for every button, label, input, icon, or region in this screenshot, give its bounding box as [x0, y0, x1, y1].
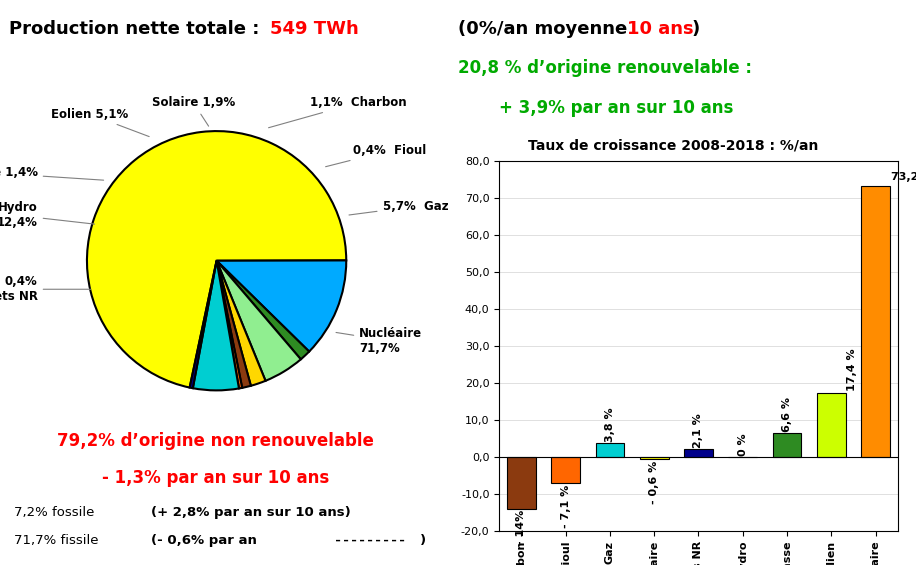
Text: 1,1%  Charbon: 1,1% Charbon [268, 96, 407, 128]
Text: 10 ans: 10 ans [627, 20, 694, 38]
Text: (- 0,6% par an: (- 0,6% par an [151, 534, 257, 547]
Wedge shape [193, 260, 239, 390]
Text: 73,2 %: 73,2 % [891, 172, 916, 182]
Text: Hydro
12,4%: Hydro 12,4% [0, 201, 94, 229]
Bar [861, 186, 890, 457]
Text: (+ 2,8% par an sur 10 ans): (+ 2,8% par an sur 10 ans) [151, 506, 351, 519]
Text: 7,2% fossile: 7,2% fossile [14, 506, 94, 519]
Text: 2,1 %: 2,1 % [693, 414, 703, 448]
Wedge shape [87, 131, 346, 388]
Text: 0,4%  Fioul: 0,4% Fioul [325, 144, 426, 167]
Text: - 0,6 %: - 0,6 % [649, 460, 660, 503]
Bar [772, 433, 802, 457]
Bar [684, 449, 713, 457]
Bar [507, 457, 536, 509]
Wedge shape [216, 260, 300, 381]
Text: 17,4 %: 17,4 % [846, 348, 856, 391]
Bar [817, 393, 845, 457]
Text: ---------: --------- [334, 534, 407, 547]
Bar [551, 457, 580, 484]
Text: ): ) [420, 534, 426, 547]
Text: 0,4%
Déchets NR: 0,4% Déchets NR [0, 275, 91, 303]
Text: (0%/an moyenne: (0%/an moyenne [458, 20, 634, 38]
Text: 71,7% fissile: 71,7% fissile [14, 534, 98, 547]
Text: - 1,3% par an sur 10 ans: - 1,3% par an sur 10 ans [102, 469, 329, 487]
Text: Taux de croissance 2008-2018 : %/an: Taux de croissance 2008-2018 : %/an [528, 138, 819, 153]
Text: 3,8 %: 3,8 % [605, 407, 615, 442]
Text: 549 TWh: 549 TWh [270, 20, 359, 38]
Text: - 7,1 %: - 7,1 % [561, 484, 571, 528]
Text: Solaire 1,9%: Solaire 1,9% [152, 96, 234, 126]
Bar [595, 443, 625, 457]
Wedge shape [190, 260, 216, 388]
Wedge shape [216, 260, 346, 351]
Text: 0 %: 0 % [737, 433, 747, 456]
Text: - 14%: - 14% [517, 510, 527, 545]
Text: Production nette totale :: Production nette totale : [9, 20, 266, 38]
Wedge shape [216, 260, 242, 388]
Wedge shape [216, 260, 309, 359]
Text: 20,8 % d’origine renouvelable :: 20,8 % d’origine renouvelable : [458, 59, 752, 77]
Text: ): ) [692, 20, 700, 38]
Text: 5,7%  Gaz: 5,7% Gaz [349, 200, 448, 215]
Text: Biomasse 1,4%: Biomasse 1,4% [0, 166, 104, 180]
Bar [639, 457, 669, 459]
Wedge shape [216, 260, 266, 386]
Text: + 3,9% par an sur 10 ans: + 3,9% par an sur 10 ans [499, 99, 734, 117]
Text: 79,2% d’origine non renouvelable: 79,2% d’origine non renouvelable [57, 432, 374, 450]
Wedge shape [216, 260, 251, 388]
Text: Nucléaire
71,7%: Nucléaire 71,7% [336, 327, 422, 355]
Text: Eolien 5,1%: Eolien 5,1% [51, 108, 149, 137]
Text: 6,6 %: 6,6 % [782, 397, 792, 432]
